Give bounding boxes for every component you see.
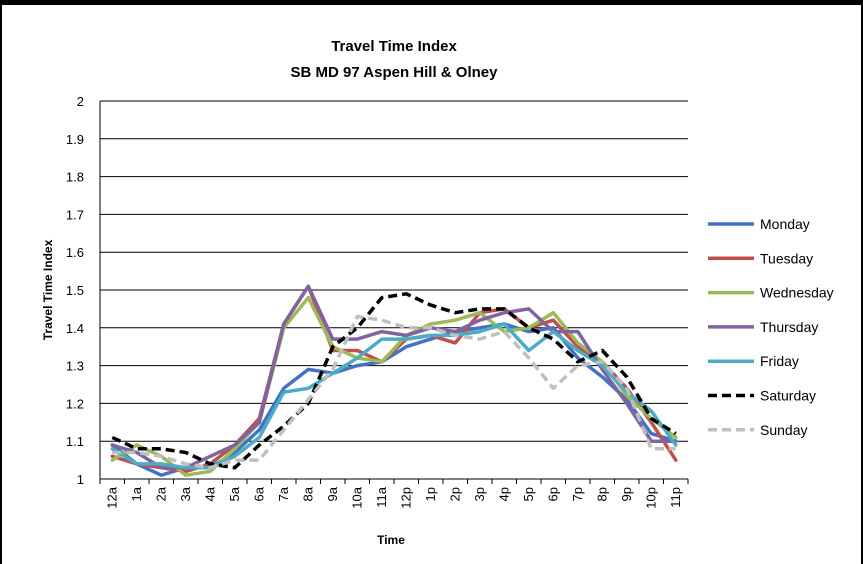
legend-label-wednesday: Wednesday (760, 285, 834, 301)
x-tick-label: 5p (521, 487, 536, 501)
x-tick-label: 3a (178, 486, 193, 501)
series-lines (110, 284, 678, 477)
x-tick-label: 1a (129, 486, 144, 501)
y-tick-label: 1.1 (66, 434, 84, 449)
x-tick-label: 3p (472, 487, 487, 501)
y-axis-label: Travel Time Index (41, 239, 55, 340)
x-tick-label: 2p (447, 487, 462, 501)
series-line-friday (110, 322, 678, 470)
x-tick-label: 10a (349, 486, 364, 508)
chart-title: Travel Time Index (331, 38, 457, 55)
y-tick-label: 1.2 (66, 396, 84, 411)
legend-label-monday: Monday (760, 216, 810, 232)
x-tick-label: 2a (153, 486, 168, 501)
y-tick-label: 1.7 (66, 207, 84, 222)
y-tick-label: 1.9 (66, 132, 84, 147)
y-tick-label: 1.8 (66, 170, 84, 185)
x-tick-label: 8a (300, 486, 315, 501)
y-tick-label: 1.5 (66, 283, 84, 298)
x-tick-label: 9a (325, 486, 340, 501)
y-tick-label: 1.3 (66, 359, 84, 374)
y-tick-label: 1.4 (66, 321, 84, 336)
x-tick-label: 12a (104, 486, 119, 508)
x-tick-label: 6p (545, 487, 560, 501)
x-tick-label: 5a (227, 486, 242, 501)
x-tick-label: 9p (619, 487, 634, 501)
series-line-thursday (110, 284, 678, 470)
legend-label-thursday: Thursday (760, 319, 818, 335)
x-tick-label: 7p (570, 487, 585, 501)
y-axis-ticks: 1 1.1 1.2 1.3 1.4 1.5 1.6 1.7 1.8 1.9 2 (66, 94, 84, 487)
series-line-wednesday (110, 295, 678, 477)
legend: Monday Tuesday Wednesday Thursday Friday Satu… (708, 216, 834, 438)
x-tick-label: 10p (643, 487, 658, 509)
x-tick-label: 11p (668, 487, 683, 508)
x-tick-label: 4p (496, 487, 511, 501)
y-tick-label: 2 (77, 94, 84, 109)
legend-label-saturday: Saturday (760, 388, 816, 404)
x-tick-label: 1p (423, 487, 438, 501)
series-line-saturday (111, 292, 677, 470)
x-tick-label: 8p (594, 487, 609, 501)
x-axis-label: Time (377, 533, 405, 547)
x-tick-label: 12p (398, 487, 413, 509)
x-tick-label: 6a (251, 486, 266, 501)
legend-label-tuesday: Tuesday (760, 250, 813, 266)
x-tick-label: 11a (374, 486, 389, 507)
x-axis-ticks: 12a 1a 2a 3a 4a 5a 6a 7a 8a 9a 10a 11a 12p 1p 2p 3p 4p 5p… (99, 479, 689, 509)
chart-subtitle: SB MD 97 Aspen Hill & Olney (291, 64, 499, 81)
x-tick-label: 4a (202, 486, 217, 501)
series-line-sunday (112, 314, 676, 470)
y-tick-label: 1.6 (66, 245, 84, 260)
legend-label-sunday: Sunday (760, 422, 807, 438)
y-tick-label: 1 (77, 472, 84, 487)
gridlines (99, 100, 688, 480)
legend-label-friday: Friday (760, 353, 799, 369)
series-line-tuesday (110, 284, 678, 474)
x-tick-label: 7a (276, 486, 291, 501)
